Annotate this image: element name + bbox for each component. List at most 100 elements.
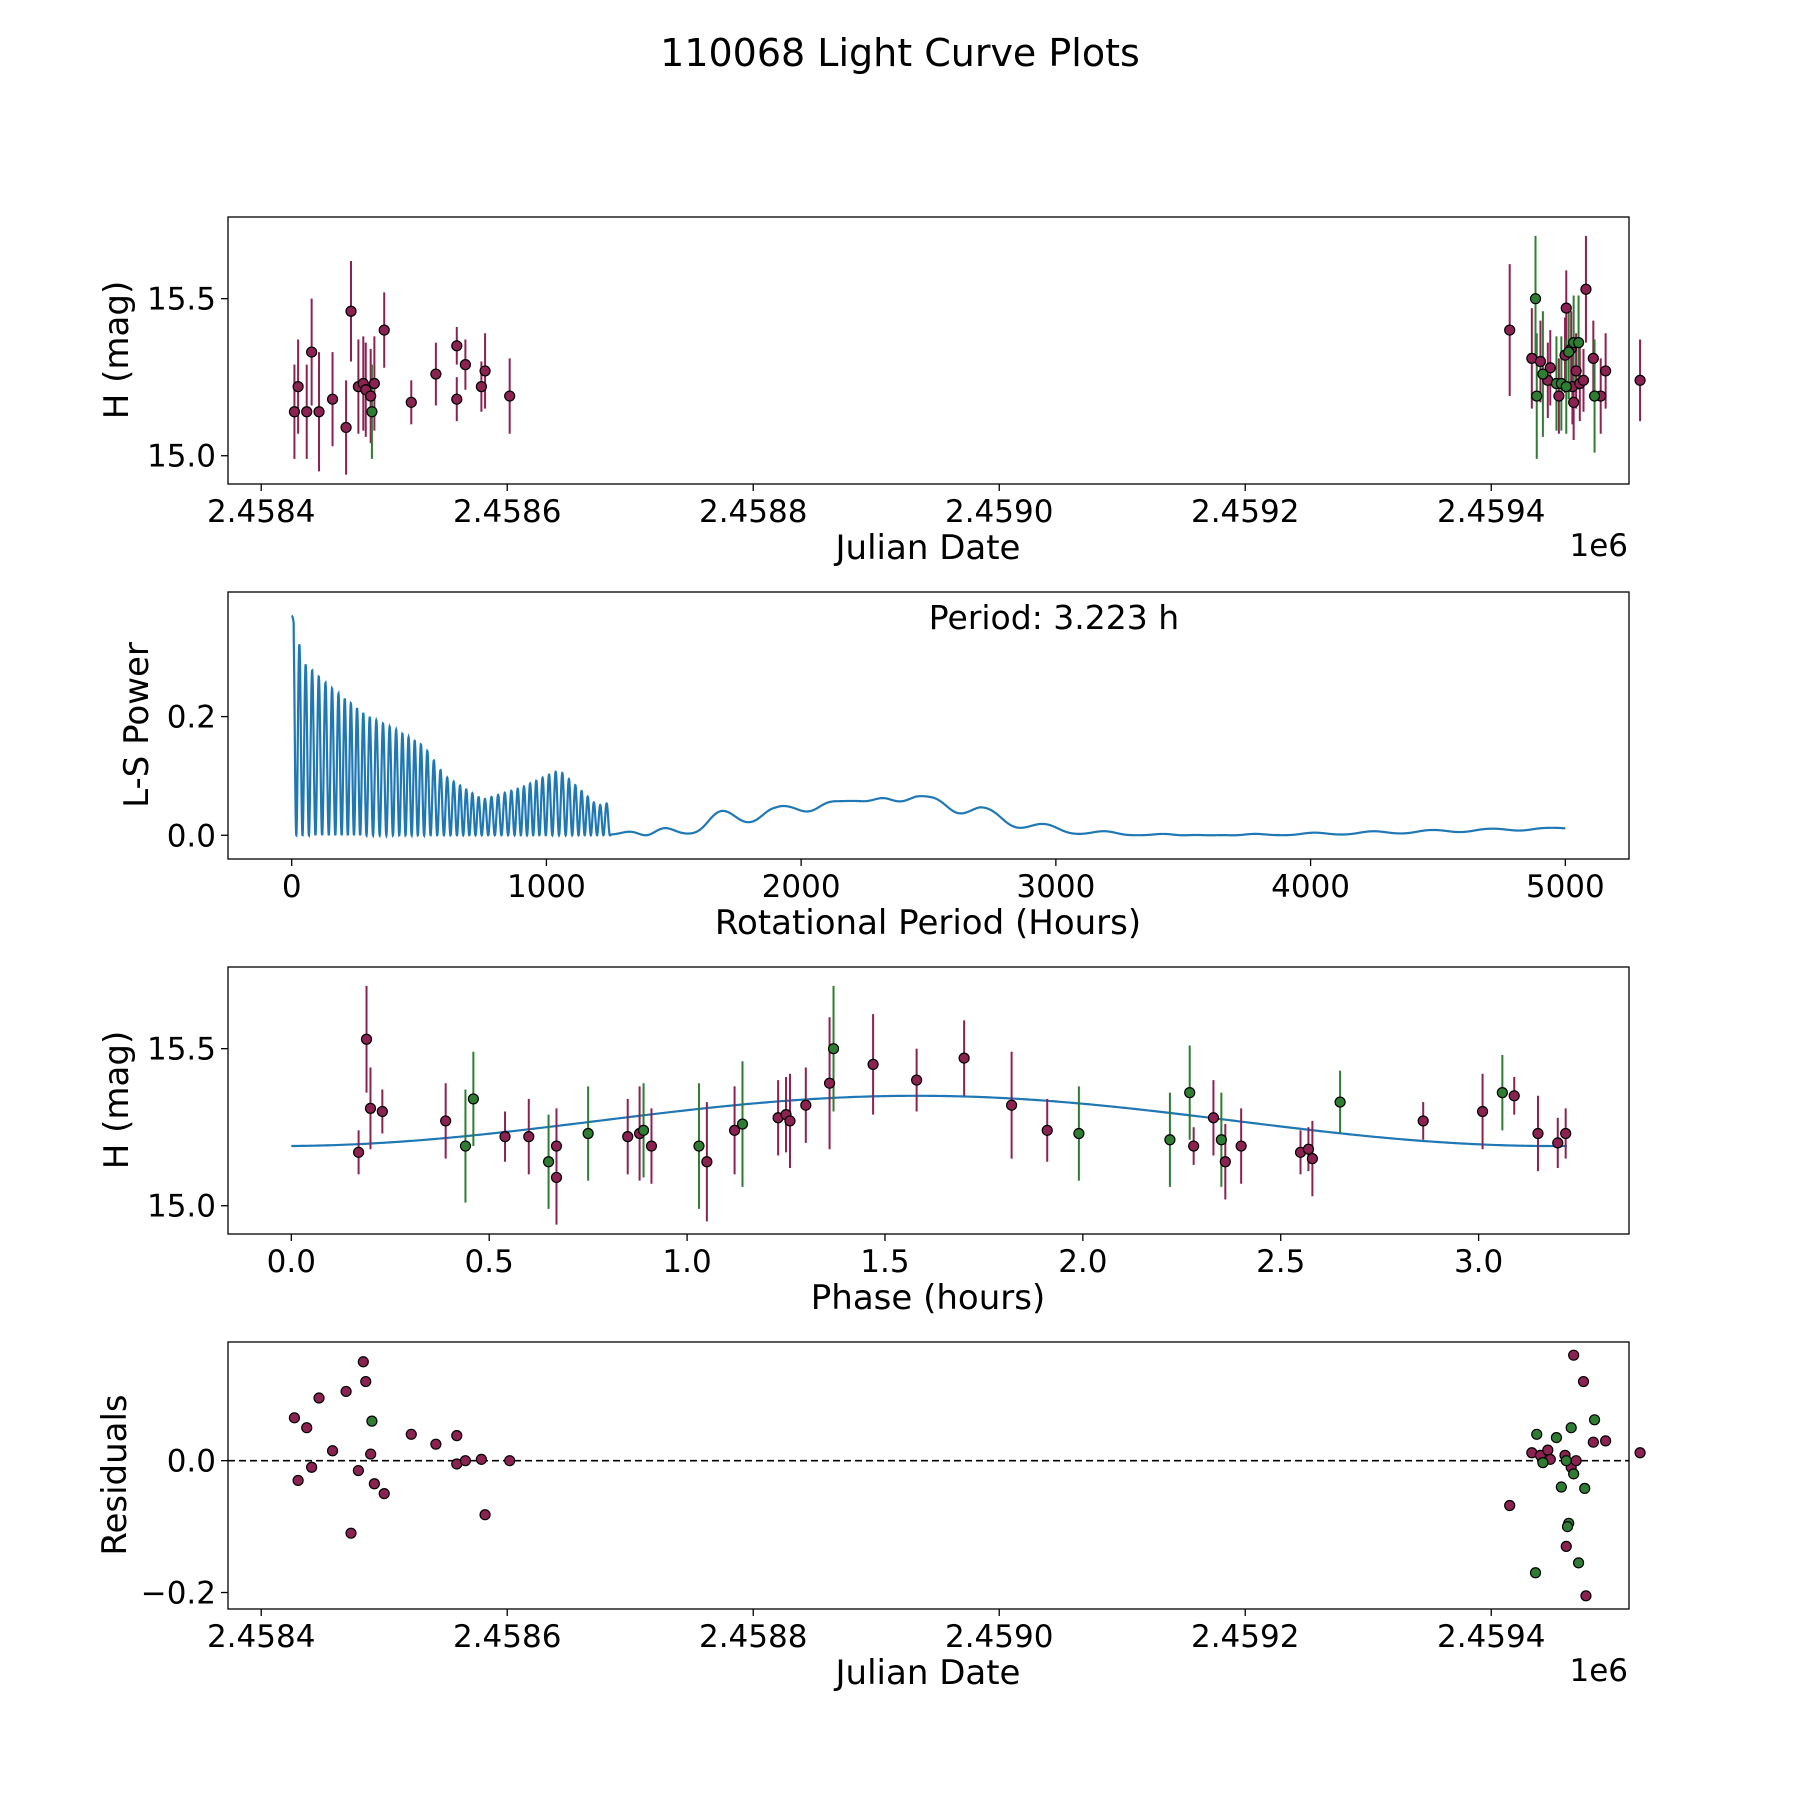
periodogram-xtick-label: 1000: [507, 869, 586, 905]
time-series-xtick-label: 2.4586: [453, 494, 561, 530]
time-series-ytick-label: 15.5: [147, 282, 216, 318]
residuals-data-point: [1504, 1499, 1516, 1512]
time-series-xlabel: Julian Date: [834, 528, 1021, 568]
residuals-xtick-label: 2.4588: [699, 1619, 807, 1655]
time-series-data-point: [340, 421, 352, 434]
phase-folded-data-point: [1041, 1124, 1053, 1136]
phase-folded-data-point: [1560, 1127, 1572, 1140]
residuals-data-point: [326, 1445, 339, 1457]
time-series-data-point: [451, 393, 463, 405]
phase-folded-data-point: [958, 1052, 970, 1064]
phase-folded-xtick-label: 1.0: [662, 1244, 711, 1280]
phase-folded-xtick-label: 2.0: [1058, 1244, 1107, 1280]
time-series-data-point: [405, 396, 417, 408]
time-series-data-point: [1572, 337, 1585, 349]
residuals-ytick-label: −0.2: [141, 1576, 216, 1612]
residuals-data-point: [378, 1488, 390, 1500]
periodogram-marks: [291, 614, 1566, 840]
phase-folded-ylabel: H (mag): [97, 1031, 137, 1169]
time-series-data-point: [1560, 302, 1572, 314]
phase-folded-xlabel: Phase (hours): [811, 1278, 1045, 1318]
phase-folded-data-point: [736, 1118, 749, 1130]
phase-folded-data-point: [353, 1146, 365, 1158]
phase-folded-xtick-label: 0.5: [465, 1244, 514, 1280]
phase-folded-data-point: [1188, 1140, 1200, 1152]
residuals-frame: [227, 1341, 1630, 1610]
residuals-data-point: [1577, 1375, 1590, 1388]
residuals-data-point: [1560, 1455, 1572, 1467]
phase-folded-data-point: [1073, 1127, 1085, 1140]
phase-folded-data-point: [701, 1156, 713, 1168]
phase-folded-data-point: [1164, 1134, 1176, 1146]
phase-folded-data-point: [582, 1127, 594, 1140]
phase-folded-panel: 0.0 0.5 1.0 1.5 2.0 2.5 3.0 15.0 15.5 Phase (hou…: [97, 966, 1630, 1318]
time-series-data-point: [1563, 346, 1575, 358]
phase-folded-data-point: [637, 1124, 650, 1136]
phase-folded-data-point: [1302, 1143, 1315, 1155]
residuals-ticks: 2.4584 2.4586 2.4588 2.4590 2.4592 2.4594 −0.2…: [141, 1444, 1546, 1655]
time-series-data-point: [1534, 355, 1547, 368]
residuals-data-point: [292, 1474, 304, 1487]
residuals-data-point: [405, 1428, 417, 1440]
phase-folded-data-point: [1006, 1099, 1018, 1111]
residuals-data-point: [313, 1392, 325, 1404]
residuals-data-point: [360, 1375, 372, 1388]
time-series-data-point: [504, 390, 516, 402]
residuals-data-point: [288, 1412, 301, 1424]
time-series-data-point: [1531, 390, 1543, 402]
residuals-data-point: [1560, 1540, 1572, 1552]
residuals-data-point: [340, 1385, 352, 1398]
phase-folded-data-point: [645, 1140, 658, 1152]
residuals-data-point: [1570, 1455, 1582, 1467]
time-series-ticks: 2.4584 2.4586 2.4588 2.4590 2.4592 2.4594 15.0…: [147, 282, 1546, 530]
time-series-data-point: [1580, 283, 1592, 295]
time-series-data-point: [326, 393, 339, 405]
residuals-data-point: [1561, 1520, 1574, 1533]
residuals-data-point: [1568, 1468, 1580, 1480]
phase-folded-data-point: [1417, 1115, 1429, 1127]
residuals-data-point: [504, 1455, 516, 1467]
periodogram-ticks: 0 1000 2000 3000 4000 5000 0.0 0.2: [167, 700, 1605, 905]
residuals-xtick-label: 2.4592: [1191, 1619, 1299, 1655]
time-series-data-point: [475, 381, 487, 393]
phase-folded-data-point: [360, 1033, 373, 1045]
time-series-data-point: [1544, 362, 1556, 374]
phase-folded-data-point: [1552, 1137, 1564, 1149]
residuals-data-point: [1529, 1567, 1542, 1579]
time-series-data-point: [365, 390, 377, 402]
time-series-xtick-label: 2.4594: [1437, 494, 1545, 530]
periodogram-ytick-label: 0.0: [167, 818, 216, 854]
time-series-data-point: [1504, 324, 1516, 336]
time-series-data-point: [1529, 293, 1542, 305]
time-series-data-point: [313, 406, 325, 418]
period-annotation: Period: 3.223 h: [929, 598, 1179, 637]
phase-folded-ticks: 0.0 0.5 1.0 1.5 2.0 2.5 3.0 15.0 15.5: [147, 1032, 1503, 1280]
residuals-data-point: [1568, 1349, 1580, 1361]
periodogram-ylabel: L-S Power: [117, 642, 157, 808]
phase-folded-xtick-label: 0.0: [267, 1244, 316, 1280]
time-series-data-point: [1600, 365, 1612, 377]
residuals-data-point: [1550, 1431, 1563, 1444]
residuals-data-point: [368, 1478, 380, 1490]
phase-folded-ytick-label: 15.0: [147, 1189, 216, 1225]
time-series-data-point: [368, 377, 380, 390]
time-series-data-point: [1568, 396, 1580, 408]
time-series-offset-text: 1e6: [1569, 528, 1628, 564]
phase-folded-data-point: [440, 1115, 452, 1127]
residuals-data-point: [365, 1448, 377, 1460]
phase-folded-data-point: [1306, 1153, 1318, 1165]
time-series-ytick-label: 15.0: [147, 439, 216, 475]
time-series-frame: [227, 216, 1630, 485]
residuals-data-point: [352, 1464, 364, 1477]
phase-folded-data-point: [911, 1074, 923, 1086]
residuals-data-point: [1542, 1444, 1554, 1456]
time-series-data-point: [451, 340, 463, 352]
phase-folded-data-point: [823, 1077, 836, 1089]
residuals-data-point: [1600, 1435, 1612, 1447]
time-series-data-point: [306, 346, 318, 358]
residuals-data-point: [1588, 1414, 1601, 1426]
residuals-data-point: [1634, 1447, 1646, 1459]
residuals-xlabel: Julian Date: [834, 1653, 1021, 1693]
residuals-data-point: [479, 1509, 491, 1521]
